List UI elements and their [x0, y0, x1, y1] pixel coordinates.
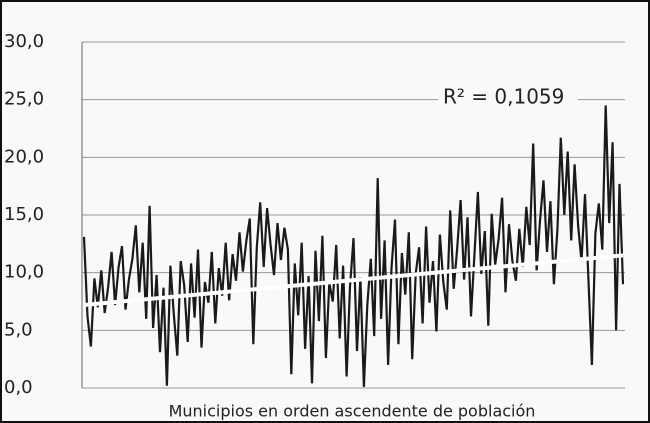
y-tick-label: 30,0 [4, 31, 44, 52]
y-tick-label: 20,0 [4, 146, 44, 167]
trend-line [83, 253, 624, 307]
y-tick-label: 10,0 [4, 262, 44, 283]
y-tick-label: 15,0 [4, 204, 44, 225]
y-tick-label: 0,0 [4, 377, 33, 398]
annotation: R² = 0,1059 [443, 85, 564, 109]
x-axis-label: Municipios en orden ascendente de poblac… [169, 402, 536, 421]
y-tick-label: 5,0 [4, 319, 33, 340]
annotation-bg [438, 86, 578, 110]
y-tick-label: 25,0 [4, 89, 44, 110]
data-line [82, 105, 625, 387]
